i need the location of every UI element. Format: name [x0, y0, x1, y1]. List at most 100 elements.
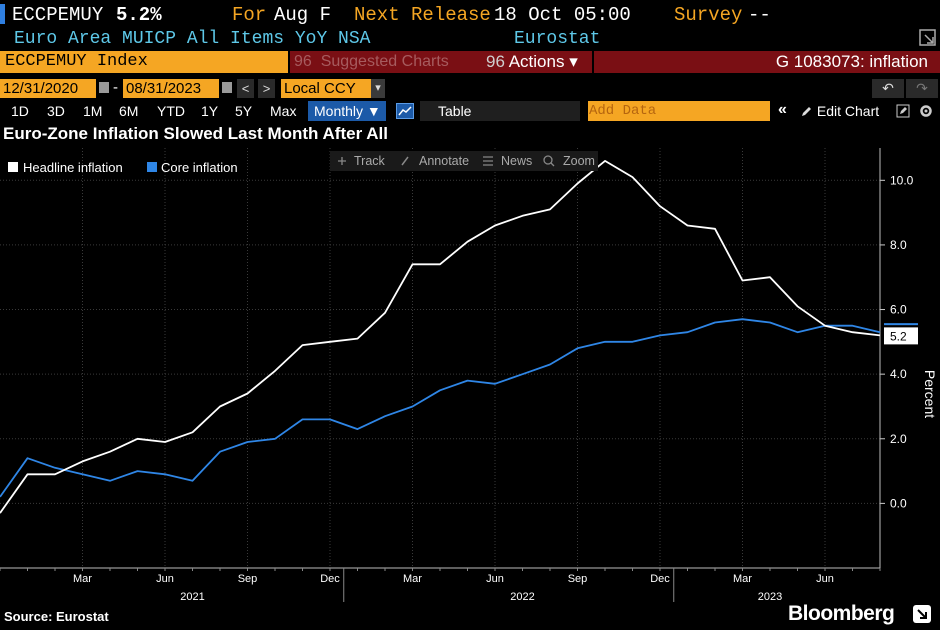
grid [0, 148, 880, 568]
next-period-button[interactable]: > [258, 79, 275, 98]
chart-area[interactable]: Mar Jun Sep Dec Mar Jun Sep Dec Mar Jun 2021 2022 20… [0, 148, 940, 603]
ticker-marker [0, 4, 5, 24]
x-axis: Mar Jun Sep Dec Mar Jun Sep Dec Mar Jun 2021 2022 20… [0, 567, 881, 603]
track-label: Track [354, 154, 386, 168]
x-tick-label: Dec [320, 573, 340, 585]
pencil-icon [802, 107, 811, 116]
source-note: Source: Eurostat [4, 609, 109, 624]
y-tick-label: 6.0 [890, 303, 907, 317]
period-value: Aug F [274, 4, 332, 26]
news-icon [483, 156, 493, 166]
legend: Headline inflation Core inflation [8, 160, 238, 175]
range-1m[interactable]: 1M [83, 103, 103, 119]
source-name: Eurostat [514, 29, 601, 49]
add-data-input[interactable]: Add Data [588, 101, 770, 121]
x-year-label: 2022 [510, 591, 534, 603]
actions-button[interactable]: 96 Actions ▾ [480, 51, 592, 73]
date-toolbar: 12/31/2020 - 08/31/2023 < > Local CCY ▾ … [0, 78, 940, 100]
y-tick-label: 2.0 [890, 432, 907, 446]
edit-chart-label: Edit Chart [816, 103, 880, 119]
suggested-charts-button[interactable]: 96 Suggested Charts [290, 51, 500, 73]
x-tick-label: Sep [568, 573, 588, 585]
x-tick-label: Jun [156, 573, 174, 585]
edit-pencil-icon[interactable] [896, 104, 910, 118]
line-chart-icon[interactable] [396, 103, 414, 119]
last-value-tag [884, 327, 918, 345]
chart-title: Euro-Zone Inflation Slowed Last Month Af… [3, 124, 388, 143]
actions-caret: ▾ [569, 52, 578, 71]
graph-code[interactable]: G 1083073: inflation [594, 51, 940, 73]
headline-inflation-line[interactable] [0, 160, 881, 514]
redo-button[interactable]: ↷ [906, 79, 938, 98]
zoom-label: Zoom [563, 154, 595, 168]
last-value: 5.2% [116, 4, 162, 26]
range-ytd[interactable]: YTD [157, 103, 185, 119]
x-tick-label: Mar [733, 573, 752, 585]
x-tick-label: Mar [403, 573, 422, 585]
news-label: News [501, 154, 532, 168]
legend-swatch-headline [8, 162, 18, 172]
gear-icon[interactable] [918, 103, 934, 119]
security-header: ECCPEMUY 5.2% For Aug F Next Release 18 … [0, 0, 940, 28]
range-3d[interactable]: 3D [47, 103, 65, 119]
last-value-label: 5.2 [890, 329, 907, 343]
x-tick-label: Dec [650, 573, 670, 585]
legend-label-core[interactable]: Core inflation [161, 160, 238, 175]
popout-icon[interactable] [918, 28, 938, 48]
prev-period-button[interactable]: < [237, 79, 254, 98]
annotate-tool[interactable]: Annotate [401, 154, 469, 168]
period-label: For [232, 4, 267, 26]
security-field[interactable]: ECCPEMUY Index [0, 51, 288, 73]
annotate-icon [401, 156, 409, 166]
table-button[interactable]: Table [420, 101, 580, 121]
ticker-symbol[interactable]: ECCPEMUY [12, 4, 104, 26]
calendar-icon[interactable] [99, 82, 109, 93]
range-6m[interactable]: 6M [119, 103, 139, 119]
range-5y[interactable]: 5Y [235, 103, 253, 119]
chart-tools: Track Annotate News Zoom [330, 151, 598, 171]
currency-dropdown-caret[interactable]: ▾ [371, 79, 385, 98]
bloomberg-logo: Bloomberg [788, 602, 895, 625]
end-date-field[interactable]: 08/31/2023 [123, 79, 219, 98]
range-1y[interactable]: 1Y [201, 103, 219, 119]
magnifier-icon [543, 155, 553, 165]
legend-label-headline[interactable]: Headline inflation [23, 160, 123, 175]
series-lines [0, 160, 881, 514]
range-toolbar: 1D 3D 1M 6M YTD 1Y 5Y Max Monthly ▼ Tabl… [0, 100, 940, 122]
track-tool[interactable]: Track [338, 154, 386, 168]
suggested-num: 96 [294, 53, 312, 70]
security-description: Euro Area MUICP All Items YoY NSA Eurost… [0, 28, 940, 50]
bloomberg-popout-icon[interactable] [912, 604, 932, 624]
actions-num: 96 [486, 52, 505, 71]
edit-chart-button[interactable]: Edit Chart [800, 101, 879, 121]
calendar-icon[interactable] [222, 82, 232, 93]
y-tick-label: 4.0 [890, 367, 907, 381]
y-tick-label: 10.0 [890, 173, 914, 187]
crosshair-icon [338, 157, 346, 165]
next-release-value: 18 Oct 05:00 [494, 4, 631, 26]
command-bar: ECCPEMUY Index 96 Suggested Charts 96 Ac… [0, 50, 940, 74]
legend-swatch-core [147, 162, 157, 172]
start-date-field[interactable]: 12/31/2020 [0, 79, 96, 98]
zoom-tool[interactable]: Zoom [543, 154, 595, 168]
x-tick-label: Jun [816, 573, 834, 585]
x-tick-label: Jun [486, 573, 504, 585]
range-1d[interactable]: 1D [11, 103, 29, 119]
y-tick-label: 0.0 [890, 496, 907, 510]
actions-label: Actions [508, 52, 565, 71]
news-tool[interactable]: News [483, 154, 532, 168]
x-tick-label: Sep [238, 573, 258, 585]
frequency-select[interactable]: Monthly ▼ [308, 101, 386, 121]
currency-select[interactable]: Local CCY [281, 79, 371, 98]
collapse-button[interactable]: « [778, 101, 787, 118]
next-release-label: Next Release [354, 4, 491, 26]
y-axis: 0.0 2.0 4.0 6.0 8.0 10.0 5.2 [879, 148, 918, 568]
y-tick-label: 8.0 [890, 238, 907, 252]
description-text: Euro Area MUICP All Items YoY NSA [14, 29, 371, 49]
core-last-value-marker [884, 323, 918, 326]
x-year-label: 2023 [758, 591, 782, 603]
range-max[interactable]: Max [270, 103, 297, 119]
core-inflation-line[interactable] [0, 318, 881, 498]
undo-button[interactable]: ↶ [872, 79, 904, 98]
suggested-charts-label: Suggested Charts [320, 53, 449, 70]
